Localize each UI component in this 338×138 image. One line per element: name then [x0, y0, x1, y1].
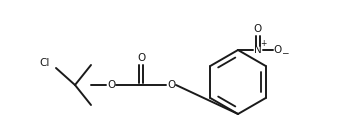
- Text: Cl: Cl: [40, 58, 50, 68]
- Text: O: O: [137, 53, 145, 63]
- Text: +: +: [260, 39, 266, 48]
- Text: −: −: [281, 48, 289, 58]
- Text: O: O: [107, 80, 115, 90]
- Text: O: O: [274, 45, 282, 55]
- Text: O: O: [254, 24, 262, 34]
- Text: O: O: [167, 80, 175, 90]
- Text: N: N: [254, 45, 262, 55]
